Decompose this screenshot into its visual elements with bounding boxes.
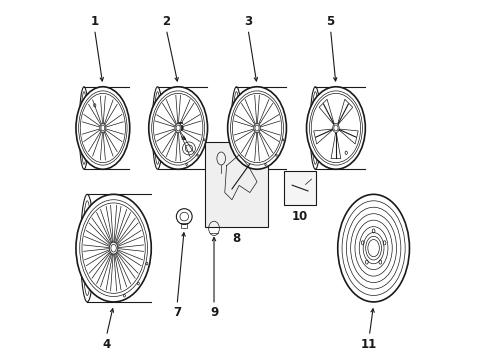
Ellipse shape xyxy=(148,87,207,169)
Ellipse shape xyxy=(79,87,89,169)
Text: 7: 7 xyxy=(173,306,181,319)
Ellipse shape xyxy=(81,194,94,302)
Text: 8: 8 xyxy=(232,232,240,245)
Ellipse shape xyxy=(100,123,105,132)
Ellipse shape xyxy=(152,87,163,169)
Ellipse shape xyxy=(253,123,260,132)
Text: 3: 3 xyxy=(244,15,252,28)
Text: 5: 5 xyxy=(326,15,334,28)
Ellipse shape xyxy=(332,123,339,132)
Ellipse shape xyxy=(231,87,241,169)
Ellipse shape xyxy=(109,242,118,254)
Text: 10: 10 xyxy=(291,211,307,224)
Ellipse shape xyxy=(76,194,151,302)
Ellipse shape xyxy=(175,123,181,132)
Text: 6: 6 xyxy=(175,121,183,134)
Text: 9: 9 xyxy=(209,306,218,319)
Bar xyxy=(204,142,267,226)
Text: 2: 2 xyxy=(162,15,170,28)
Bar xyxy=(284,171,316,205)
Ellipse shape xyxy=(309,87,320,169)
Ellipse shape xyxy=(227,87,286,169)
Text: 4: 4 xyxy=(102,338,110,351)
Ellipse shape xyxy=(76,87,129,169)
Text: 1: 1 xyxy=(90,15,99,28)
Ellipse shape xyxy=(306,87,365,169)
Ellipse shape xyxy=(337,194,408,302)
Text: 11: 11 xyxy=(361,338,377,351)
